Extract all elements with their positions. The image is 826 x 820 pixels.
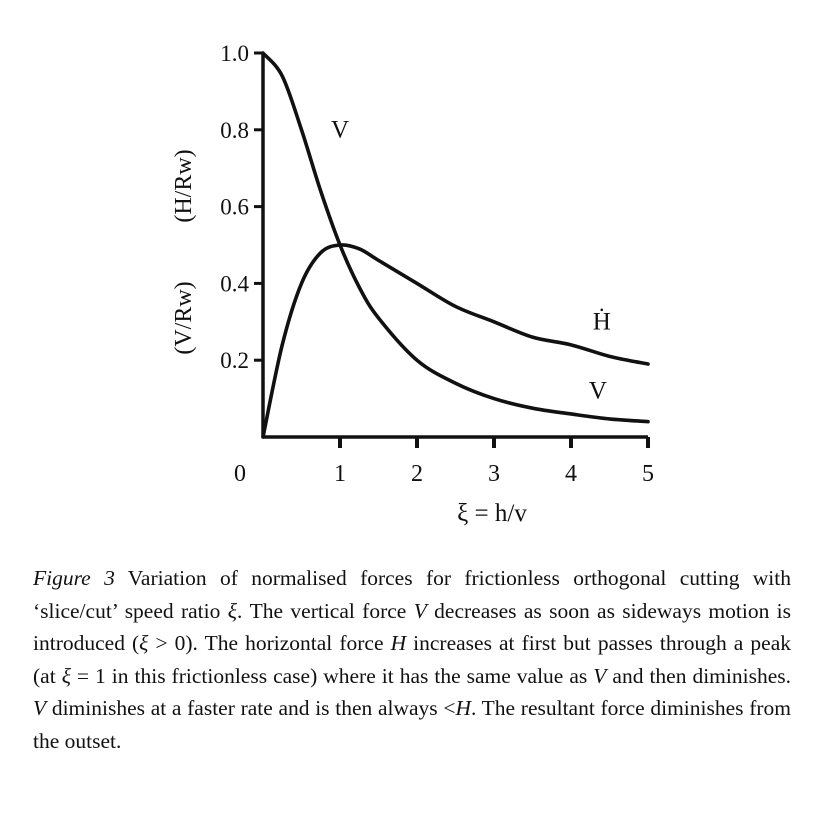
y-tick-label: 0.4 [220, 271, 249, 296]
caption-text: Variation of normalised forces for frict… [33, 566, 792, 623]
x-axis-label: ξ = h/v [457, 500, 527, 527]
figure-number: Figure 3 [33, 566, 115, 590]
series-line-v [261, 51, 650, 424]
caption-text: = 1 in this frictionless case) where it … [70, 663, 594, 688]
y-tick-label: 0.8 [220, 118, 249, 143]
caption-text: diminishes at a faster rate and is then … [46, 696, 456, 720]
series [261, 51, 650, 439]
caption-text: . The vertical force [236, 598, 414, 623]
curve-label: Ḣ [593, 308, 611, 335]
series-line-h [261, 243, 650, 439]
caption-text: H [390, 631, 407, 655]
curve-label: V [331, 116, 349, 143]
caption-text: decreases as soon as sideways motion is … [33, 598, 792, 656]
annotations: V Ḣ V [331, 116, 611, 404]
axes [261, 53, 648, 439]
ticks: 0.2 0.4 0.6 0.8 1.0 0 1 2 3 4 5 [220, 41, 654, 487]
caption-text: . The resultant force diminishes from th… [33, 696, 792, 753]
x-tick-label: 5 [642, 461, 654, 487]
caption-text: ξ [227, 598, 237, 623]
y-tick-label: 1.0 [220, 41, 249, 66]
y-tick-label: 0.6 [220, 195, 249, 220]
caption-text: increases at first but passes through a … [33, 631, 791, 688]
caption-text: and then diminishes. [606, 663, 792, 688]
caption-text: V [593, 663, 607, 688]
curve-label: V [589, 378, 607, 405]
x-tick-label: 0 [234, 461, 246, 487]
caption-text: ξ [61, 663, 71, 688]
figure-caption: Figure 3 Variation of normalised forces … [33, 562, 791, 757]
caption-text: > 0). The horizontal force [148, 631, 391, 655]
caption-text: ξ [139, 631, 149, 655]
caption-text: V [413, 598, 427, 623]
chart: 0.2 0.4 0.6 0.8 1.0 0 1 2 3 4 5 V Ḣ V ξ = h/v (V/Rw)… [171, 41, 654, 527]
x-tick-label: 1 [334, 461, 346, 487]
x-tick-label: 4 [565, 461, 577, 487]
y-tick-label: 0.2 [220, 348, 249, 373]
caption-text: H [455, 696, 471, 720]
y-axis-label-h: (H/Rw) [171, 149, 197, 222]
x-tick-label: 2 [411, 461, 423, 487]
x-tick-label: 3 [488, 461, 500, 487]
y-axis-label-v: (V/Rw) [171, 281, 197, 354]
caption-text: V [33, 696, 47, 720]
